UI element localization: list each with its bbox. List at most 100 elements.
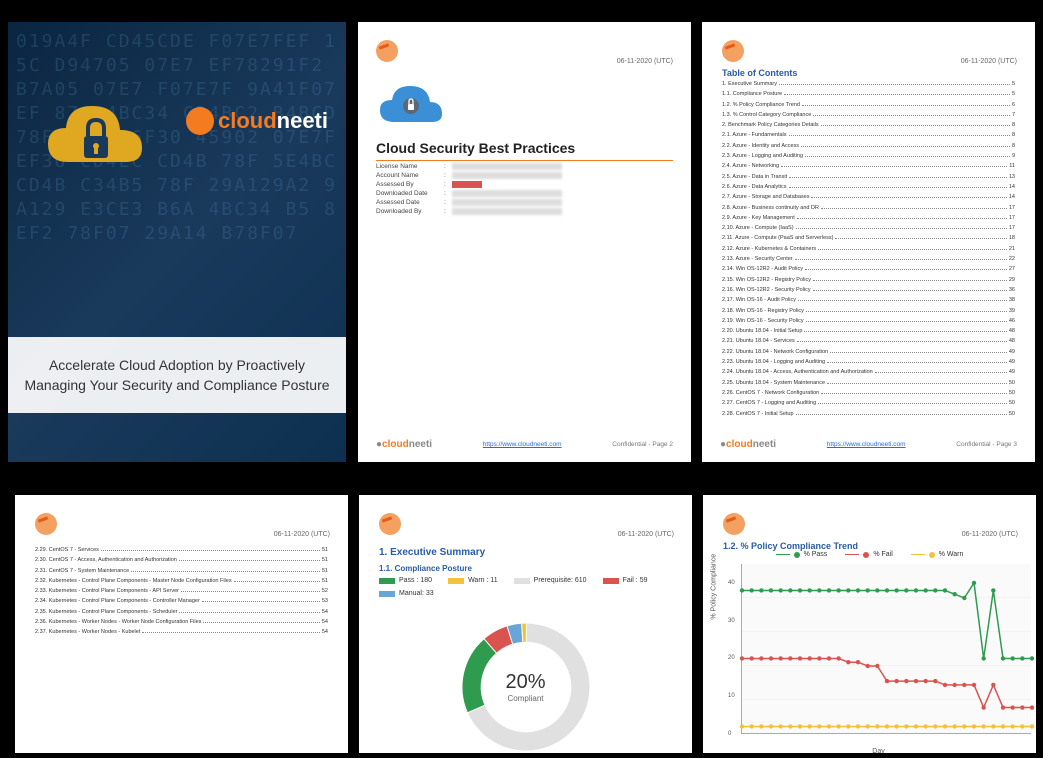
toc-label: 2.5. Azure - Data in Transit (722, 172, 787, 182)
toc-row: 2.23. Ubuntu 18.04 - Logging and Auditin… (722, 357, 1015, 367)
toc-row: 2.5. Azure - Data in Transit13 (722, 172, 1015, 182)
legend-item: Warn : 11 (448, 577, 498, 584)
logo-text: cloudneeti (218, 108, 328, 134)
toc-row: 2.29. CentOS 7 - Services51 (35, 545, 328, 555)
toc-label: 2.18. Win OS-16 - Registry Policy (722, 306, 804, 316)
toc-page: 14 (1009, 192, 1015, 202)
toc-page: 39 (1009, 306, 1015, 316)
toc-label: 2.30. CentOS 7 - Access, Authentication … (35, 555, 177, 565)
toc-row: 2.2. Azure - Identity and Access 8 (722, 141, 1015, 151)
toc-page: 22 (1009, 254, 1015, 264)
toc-page: 50 (1009, 388, 1015, 398)
toc-label: 2.2. Azure - Identity and Access (722, 141, 799, 151)
toc-row: 2.32. Kubernetes - Control Plane Compone… (35, 576, 328, 586)
toc-page: 21 (1009, 244, 1015, 254)
toc-page: 46 (1009, 316, 1015, 326)
page-5-exec: 06-11-2020 (UTC) 1. Executive Summary 1.… (359, 495, 692, 753)
toc-page: 51 (322, 576, 328, 586)
toc-page: 49 (1009, 367, 1015, 377)
toc-label: 2.27. CentOS 7 - Logging and Auditing (722, 398, 816, 408)
trend-chart: % Policy Compliance 010203040 (741, 564, 1031, 734)
section-h2: 1.1. Compliance Posture (379, 564, 672, 573)
y-tick: 20 (728, 655, 735, 661)
toc-label: 2.36. Kubernetes - Worker Nodes - Worker… (35, 617, 201, 627)
meta-row: Assessed By: (376, 181, 673, 188)
toc-row: 2.22. Ubuntu 18.04 - Network Configurati… (722, 347, 1015, 357)
logo-icon (35, 513, 57, 535)
toc-row: 1. Executive Summary5 (722, 79, 1015, 89)
footer-confidential: Confidential - Page 3 (956, 441, 1017, 448)
toc-row: 2.21. Ubuntu 18.04 - Services48 (722, 336, 1015, 346)
toc-row: 1.3. % Control Category Compliance7 (722, 110, 1015, 120)
footer-link[interactable]: https://www.cloudneeti.com (827, 441, 906, 448)
footer-link[interactable]: https://www.cloudneeti.com (483, 441, 562, 448)
meta-value-redacted (452, 181, 482, 188)
page-2: 06-11-2020 (UTC) Cloud Security Best Pra… (358, 22, 691, 462)
meta-label: Account Name (376, 172, 444, 179)
meta-label: Downloaded By (376, 208, 444, 215)
toc-row: 2.13. Azure - Security Center22 (722, 254, 1015, 264)
date-header: 06-11-2020 (UTC) (274, 531, 330, 538)
logo-icon (186, 107, 214, 135)
page-3-toc: 06-11-2020 (UTC) Table of Contents 1. Ex… (702, 22, 1035, 462)
y-tick: 40 (728, 580, 735, 586)
toc-row: 2.8. Azure - Business continuity and DR1… (722, 203, 1015, 213)
meta-row: Downloaded By: (376, 208, 673, 215)
y-tick: 30 (728, 618, 735, 624)
meta-row: License Name: (376, 163, 673, 170)
toc-page: 54 (322, 607, 328, 617)
y-tick: 0 (728, 731, 731, 737)
toc-label: 2.25. Ubuntu 18.04 - System Maintenance (722, 378, 825, 388)
toc-label: 2.8. Azure - Business continuity and DR (722, 203, 819, 213)
cover-cloud-icon (38, 92, 158, 182)
toc-row: 2.9. Azure - Key Management17 (722, 213, 1015, 223)
legend-item: Prerequisite: 610 (514, 577, 587, 584)
toc-row: 2.37. Kubernetes - Worker Nodes - Kubele… (35, 627, 328, 637)
legend-item: % Warn (911, 551, 964, 558)
toc-label: 2.17. Win OS-16 - Audit Policy (722, 295, 796, 305)
toc-label: 2.26. CentOS 7 - Network Configuration (722, 388, 819, 398)
toc-row: 2.31. CentOS 7 - System Maintenance51 (35, 566, 328, 576)
toc-row: 2.7. Azure - Storage and Databases14 (722, 192, 1015, 202)
legend-item: Fail : 59 (603, 577, 648, 584)
meta-table: License Name: Account Name: Assessed By: Do… (376, 163, 673, 215)
toc-label: 2.14. Win OS-12R2 - Audit Policy (722, 264, 803, 274)
meta-label: Assessed Date (376, 199, 444, 206)
toc-page: 50 (1009, 378, 1015, 388)
toc-title: Table of Contents (722, 68, 1015, 78)
toc-label: 2.29. CentOS 7 - Services (35, 545, 99, 555)
meta-label: Downloaded Date (376, 190, 444, 197)
y-tick: 10 (728, 693, 735, 699)
cover-logo: cloudneeti (186, 107, 328, 135)
toc-row: 2.26. CentOS 7 - Network Configuration 50 (722, 388, 1015, 398)
date-header: 06-11-2020 (UTC) (617, 58, 673, 65)
toc-page: 14 (1009, 182, 1015, 192)
meta-row: Account Name: (376, 172, 673, 179)
toc-page: 51 (322, 566, 328, 576)
toc-page: 49 (1009, 347, 1015, 357)
toc-label: 2.28. CentOS 7 - Initial Setup (722, 409, 794, 419)
toc-label: 2.16. Win OS-12R2 - Security Policy (722, 285, 811, 295)
toc-row: 1.1. Compliance Posture 5 (722, 89, 1015, 99)
toc-page: 8 (1012, 141, 1015, 151)
toc-row: 2.28. CentOS 7 - Initial Setup50 (722, 409, 1015, 419)
toc-row: 2.10. Azure - Compute (IaaS)17 (722, 223, 1015, 233)
toc-label: 2.4. Azure - Networking (722, 161, 779, 171)
toc-row: 2.27. CentOS 7 - Logging and Auditing50 (722, 398, 1015, 408)
toc-page: 5 (1012, 89, 1015, 99)
page-footer: ●cloudneeti https://www.cloudneeti.com C… (376, 439, 673, 450)
toc-label: 2.9. Azure - Key Management (722, 213, 795, 223)
toc-label: 2.15. Win OS-12R2 - Registry Policy (722, 275, 811, 285)
trend-legend: % Pass % Fail % Warn (723, 551, 1016, 558)
footer-logo: ●cloudneeti (720, 439, 776, 450)
legend-item: % Fail (845, 551, 892, 558)
toc-page: 9 (1012, 151, 1015, 161)
date-header: 06-11-2020 (UTC) (962, 531, 1018, 538)
legend-item: % Pass (776, 551, 828, 558)
toc-label: 1.1. Compliance Posture (722, 89, 782, 99)
compliance-legend: Pass : 180Warn : 11Prerequisite: 610Fail… (379, 577, 672, 597)
toc-page: 38 (1009, 295, 1015, 305)
toc-label: 2.35. Kubernetes - Control Plane Compone… (35, 607, 177, 617)
toc-label: 2.21. Ubuntu 18.04 - Services (722, 336, 795, 346)
toc-page: 18 (1009, 233, 1015, 243)
